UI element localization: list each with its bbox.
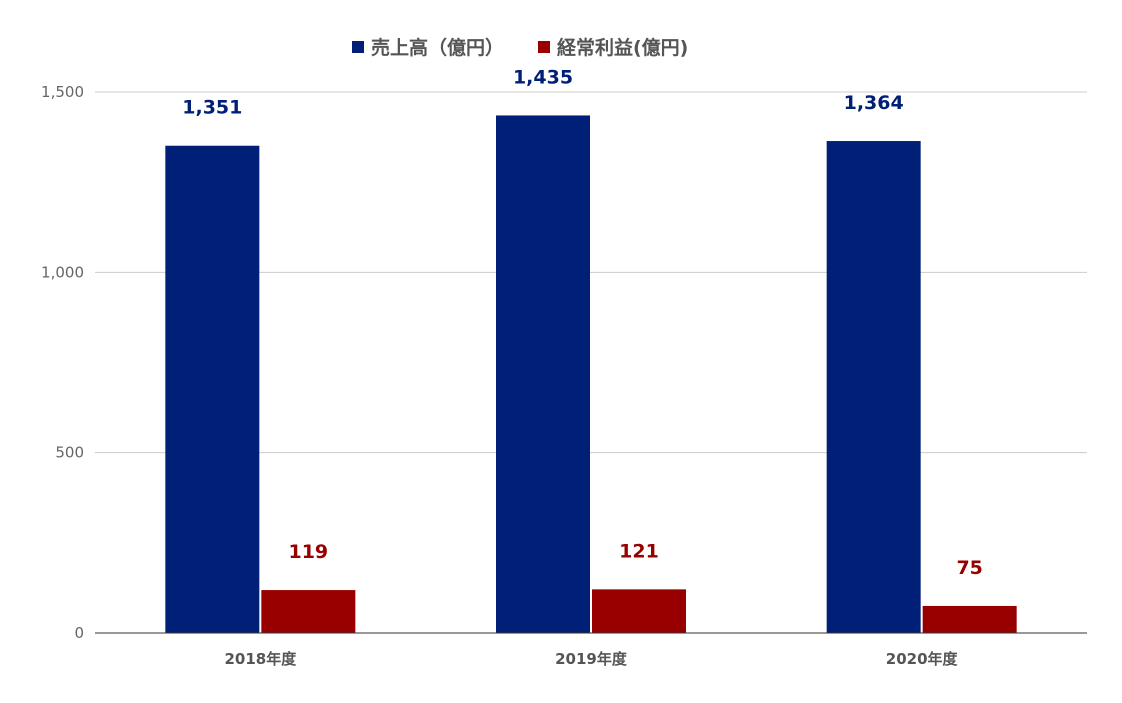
bar-sales <box>826 141 921 633</box>
x-tick-label: 2019年度 <box>555 650 628 668</box>
y-tick-label: 1,500 <box>41 83 84 101</box>
bar-sales <box>496 115 590 633</box>
bar-ordinary-profit <box>592 589 686 633</box>
gridlines <box>95 91 1087 454</box>
y-tick-label: 500 <box>55 444 84 462</box>
legend-label-ordinary-profit: 経常利益(億円) <box>557 36 688 59</box>
y-axis-tick-labels: 0 500 1,000 1,500 <box>41 83 84 642</box>
legend-swatch-sales <box>352 41 364 53</box>
x-tick-label: 2018年度 <box>224 650 297 668</box>
data-label-ordinary-profit: 75 <box>956 557 982 579</box>
legend-label-sales: 売上高（億円） <box>371 36 504 59</box>
data-label-ordinary-profit: 119 <box>288 541 328 563</box>
data-label-ordinary-profit: 121 <box>619 540 659 562</box>
legend: 売上高（億円） 経常利益(億円) <box>352 36 688 59</box>
x-tick-label: 2020年度 <box>886 650 959 668</box>
bars <box>165 115 1017 634</box>
data-label-sales: 1,435 <box>513 66 573 88</box>
data-label-sales: 1,351 <box>182 97 242 119</box>
bar-ordinary-profit <box>922 605 1017 633</box>
bar-ordinary-profit <box>261 590 356 633</box>
x-axis-tick-labels: 2018年度 2019年度 2020年度 <box>224 650 958 668</box>
y-tick-label: 1,000 <box>41 263 84 281</box>
data-labels: 1,351 119 1,435 121 1,364 75 <box>182 66 983 579</box>
y-tick-label: 0 <box>74 624 84 642</box>
data-label-sales: 1,364 <box>844 92 904 114</box>
bar-sales <box>165 145 260 634</box>
legend-swatch-ordinary-profit <box>538 41 550 53</box>
